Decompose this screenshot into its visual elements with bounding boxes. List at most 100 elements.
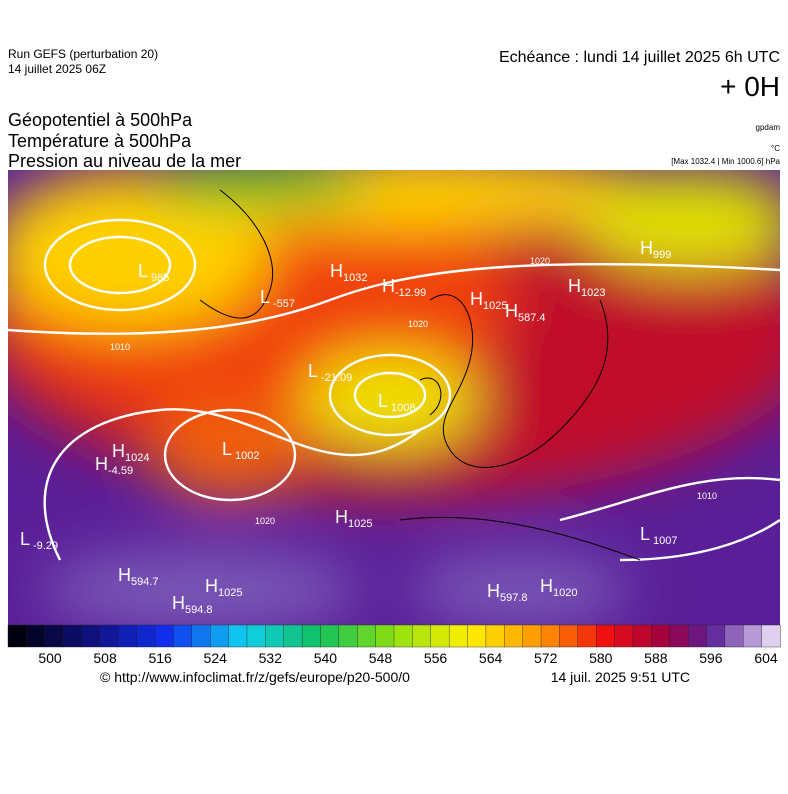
color-swatch (577, 624, 597, 648)
colorbar-label: 580 (589, 650, 613, 666)
color-swatch (62, 624, 83, 648)
pressure-letter: H (172, 593, 185, 613)
source: © http://www.infoclimat.fr/z/gefs/europe… (100, 669, 410, 685)
pressure-letter: H (112, 441, 125, 461)
label-value: 1025 (348, 518, 372, 530)
label-value: 1023 (581, 287, 605, 299)
pressure-letter: H (382, 276, 395, 296)
label-value: -557 (273, 298, 295, 310)
color-swatch (430, 624, 450, 648)
pressure-letter: L (308, 361, 318, 381)
label-value: -21.09 (321, 372, 352, 384)
label-value: 1032 (343, 272, 367, 284)
color-swatch (522, 624, 542, 648)
label-value: 999 (653, 249, 671, 261)
isobar-label: 1010 (697, 491, 717, 501)
label-value: 1020 (553, 587, 577, 599)
label-value: -12.99 (395, 287, 426, 299)
color-swatch (357, 624, 377, 648)
colorbar-label: 532 (259, 650, 283, 666)
color-swatch (504, 624, 524, 648)
label-value: 1002 (235, 450, 259, 462)
unit: [Max 1032.4 | Min 1000.6] hPa (671, 157, 780, 166)
color-swatch (448, 624, 469, 648)
pressure-letter: H (470, 289, 483, 309)
title: Pression au niveau de la mer (8, 151, 241, 171)
color-swatch (412, 624, 432, 648)
label-value: -9.29 (33, 540, 58, 552)
color-swatch (632, 624, 653, 648)
colorbar-label: 596 (699, 650, 723, 666)
color-swatch (393, 624, 414, 648)
label-value: 594.8 (185, 604, 213, 616)
color-swatch (375, 624, 395, 648)
pressure-letter: H (487, 581, 500, 601)
color-swatch (540, 624, 561, 648)
color-swatch (320, 624, 340, 648)
title: Température à 500hPa (8, 131, 192, 151)
color-swatch (209, 624, 230, 648)
color-swatch (246, 624, 267, 648)
colorbar-label: 572 (534, 650, 558, 666)
color-swatch (651, 624, 671, 648)
title: Géopotentiel à 500hPa (8, 110, 193, 130)
label-value: 985 (151, 272, 169, 284)
pressure-letter: H (540, 576, 553, 596)
colorbar: 500 508 516 524 532 540 548 556 564 572 580 588 596 6… (7, 624, 781, 666)
map (8, 170, 780, 625)
color-swatch (99, 624, 119, 648)
color-swatch (761, 624, 781, 648)
color-swatch (724, 624, 744, 648)
unit: gpdam (756, 123, 781, 132)
color-swatch (467, 624, 487, 648)
isobar-label: 1020 (255, 516, 275, 526)
color-swatch (614, 624, 634, 648)
color-swatch (301, 624, 322, 648)
color-swatch (283, 624, 303, 648)
colorbar-label: 588 (644, 650, 668, 666)
colorbar-label: 500 (38, 650, 62, 666)
colorbar-label: 524 (204, 650, 228, 666)
pressure-letter: H (335, 507, 348, 527)
label-value: 587.4 (518, 312, 546, 324)
color-swatch (338, 624, 358, 648)
pressure-letter: L (640, 524, 650, 544)
isobar-label: 1020 (408, 319, 428, 329)
pressure-letter: H (95, 454, 108, 474)
color-swatch (154, 624, 175, 648)
isobars (8, 218, 780, 562)
color-swatch (485, 624, 505, 648)
label-value: 1025 (218, 587, 242, 599)
isobar-label: 1020 (530, 256, 550, 266)
color-swatch (118, 624, 138, 648)
coastlines (199, 189, 641, 561)
pressure-letter: L (260, 287, 270, 307)
color-swatch (669, 624, 689, 648)
color-swatch (81, 624, 101, 648)
pressure-letter: H (505, 301, 518, 321)
pressure-letter: L (138, 261, 148, 281)
color-swatch (191, 624, 211, 648)
colorbar-label: 548 (369, 650, 393, 666)
label-value: 597.8 (500, 592, 528, 604)
label-value: 594.7 (131, 576, 159, 588)
color-swatch (136, 624, 156, 648)
pressure-letter: L (20, 529, 30, 549)
pressure-letter: L (378, 391, 388, 411)
pressure-letter: H (640, 238, 653, 258)
isobar-label: 1010 (110, 342, 130, 352)
label-value: 1007 (653, 535, 677, 547)
pressure-letter: H (205, 576, 218, 596)
colorbar-label: 604 (754, 650, 778, 666)
label-value: -4.59 (108, 465, 133, 477)
colorbar-label: 516 (148, 650, 172, 666)
run: Run GEFS (perturbation 20) (8, 47, 158, 61)
color-swatch (173, 624, 193, 648)
field (8, 170, 780, 625)
unit: °C (771, 144, 780, 153)
timestamp: 14 juil. 2025 9:51 UTC (551, 669, 690, 685)
color-swatch (687, 624, 708, 648)
lead-time: + 0H (720, 71, 780, 102)
